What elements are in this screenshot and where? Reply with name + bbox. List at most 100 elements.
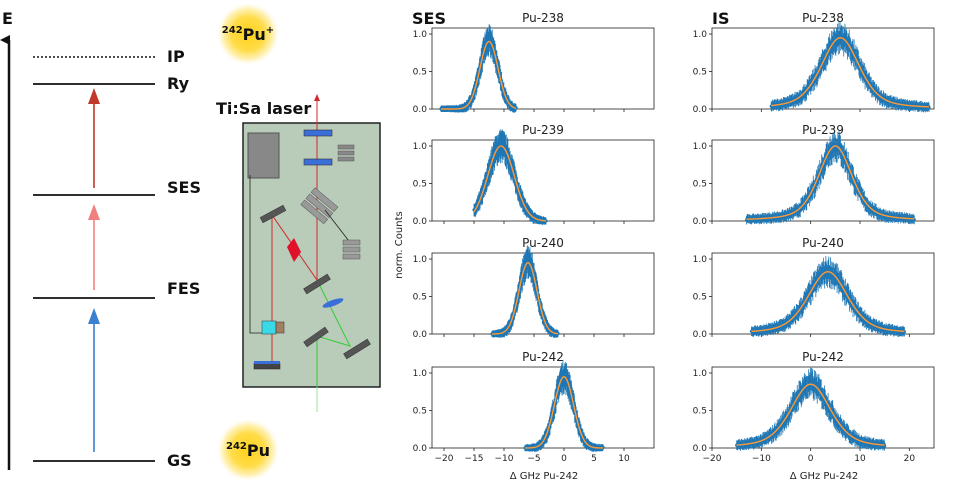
etalon-stack [337,144,355,162]
panel-title: Pu-238 [522,11,564,25]
fit-curve [736,383,885,446]
fit-curve [746,145,915,220]
y-tick-label: 1.0 [693,142,708,152]
level-ses-label: SES [167,178,201,197]
atom-mass: 242 [226,441,247,452]
y-tick-label: 1.0 [693,255,708,265]
fit-curve [525,376,603,449]
y-tick-label: 1.0 [413,30,428,40]
y-tick-label: 1.0 [693,369,708,379]
grating-cable [324,209,353,246]
laser-schematic: Ti:Sa laser [216,94,381,412]
motor-block [342,239,361,260]
y-tick-label: 0.0 [413,330,428,340]
y-tick-label: 0.5 [413,68,427,78]
panel-title: Pu-239 [522,123,564,137]
y-tick-label: 0.0 [413,105,428,115]
laser-title: Ti:Sa laser [216,99,311,118]
y-tick-label: 1.0 [413,369,428,379]
data-points [735,367,887,451]
data-points [744,131,916,225]
pump-beam [316,279,351,410]
x-tick-label: 10 [854,454,866,464]
panel-frame [711,366,935,449]
y-tick-label: 0.0 [693,330,708,340]
pockels-mount [275,321,285,334]
panel-frame [431,139,655,222]
y-tick-label: 1.0 [413,255,428,265]
column-title-ses: SES [412,9,446,28]
mirror-upper-left [259,204,287,224]
level-gs-label: GS [167,451,192,470]
y-tick-label: 0.5 [413,293,427,303]
x-tick-label: −20 [435,454,454,464]
x-tick-label: 10 [618,454,630,464]
spectra-grid: SES IS norm. Counts Δ GHz Pu-242 Δ GHz P… [394,9,935,482]
x-tick-label: 0 [808,454,814,464]
panel-title: Pu-242 [522,350,564,364]
panel-frame [711,139,935,222]
svg-text:242Pu: 242Pu [226,441,270,460]
y-tick-label: 0.5 [413,407,427,417]
output-coupler-1 [303,129,333,137]
x-tick-label: −5 [527,454,540,464]
x-tick-label: −15 [465,454,484,464]
panel-title: Pu-240 [802,236,844,250]
panel-title: Pu-242 [802,350,844,364]
y-tick-label: 0.0 [693,105,708,115]
x-tick-label: −10 [495,454,514,464]
transition-2-arrowhead [88,204,100,220]
data-points [523,359,605,452]
level-ip-label: IP [167,47,185,66]
mirror-center [303,273,331,295]
data-points [769,21,931,113]
end-mirror-coating [254,361,280,364]
y-axis-label: norm. Counts [394,211,405,278]
y-tick-label: 0.5 [693,180,707,190]
pockels-cable [249,175,262,334]
y-tick-label: 0.5 [693,293,707,303]
mirror-lower-right [343,338,371,360]
data-points [439,24,518,113]
output-coupler-2 [303,158,333,166]
grey-module [247,132,280,179]
x-tick-label: −10 [752,454,771,464]
ion-glow: 242Pu+ [217,3,279,65]
y-tick-label: 0.0 [693,444,708,454]
x-tick-label: 20 [904,454,916,464]
panel: Pu-240 0.0 0.5 1.0 [693,236,935,340]
panel-frame [711,252,935,335]
panel: Pu-238 0.0 0.5 1.0 [413,11,655,115]
panel-frame [431,366,655,449]
y-tick-label: 0.0 [413,217,428,227]
pockels-cell [261,320,277,335]
level-ry-label: Ry [167,74,190,93]
ti-sapphire-crystal [287,238,301,262]
svg-text:242Pu+: 242Pu+ [222,25,274,44]
data-points [749,255,907,338]
pump-lens [322,298,344,308]
panel-frame [431,252,655,335]
fit-curve [473,145,547,222]
panel: Pu-240 0.0 0.5 1.0 [413,236,655,340]
fit-curve [441,40,517,110]
x-tick-label: 5 [591,454,597,464]
panel: Pu-242 0.0 0.5 1.0 −20 −10 0 10 20 [693,350,935,464]
y-tick-label: 1.0 [413,142,428,152]
panel: Pu-242 0.0 0.5 1.0 −20 −15 −10 −5 0 5 10 [413,350,655,464]
data-points [472,129,548,225]
energy-scheme: E IP Ry SES FES GS 242Pu+ 242Pu [0,3,279,481]
energy-axis-label: E [2,9,13,28]
transition-3-arrowhead [88,88,100,104]
panel-frame [711,27,935,110]
ion-symbol: Pu [243,25,266,44]
transition-1-arrowhead [88,308,100,324]
x-axis-label-ses: Δ GHz Pu-242 [510,471,579,482]
fit-curve [771,37,930,108]
panel: Pu-239 0.0 0.5 1.0 [693,123,935,227]
panel: Pu-238 0.0 0.5 1.0 [693,11,935,115]
x-tick-label: 0 [561,454,567,464]
y-tick-label: 0.5 [413,180,427,190]
output-beam-arrowhead [314,94,320,101]
